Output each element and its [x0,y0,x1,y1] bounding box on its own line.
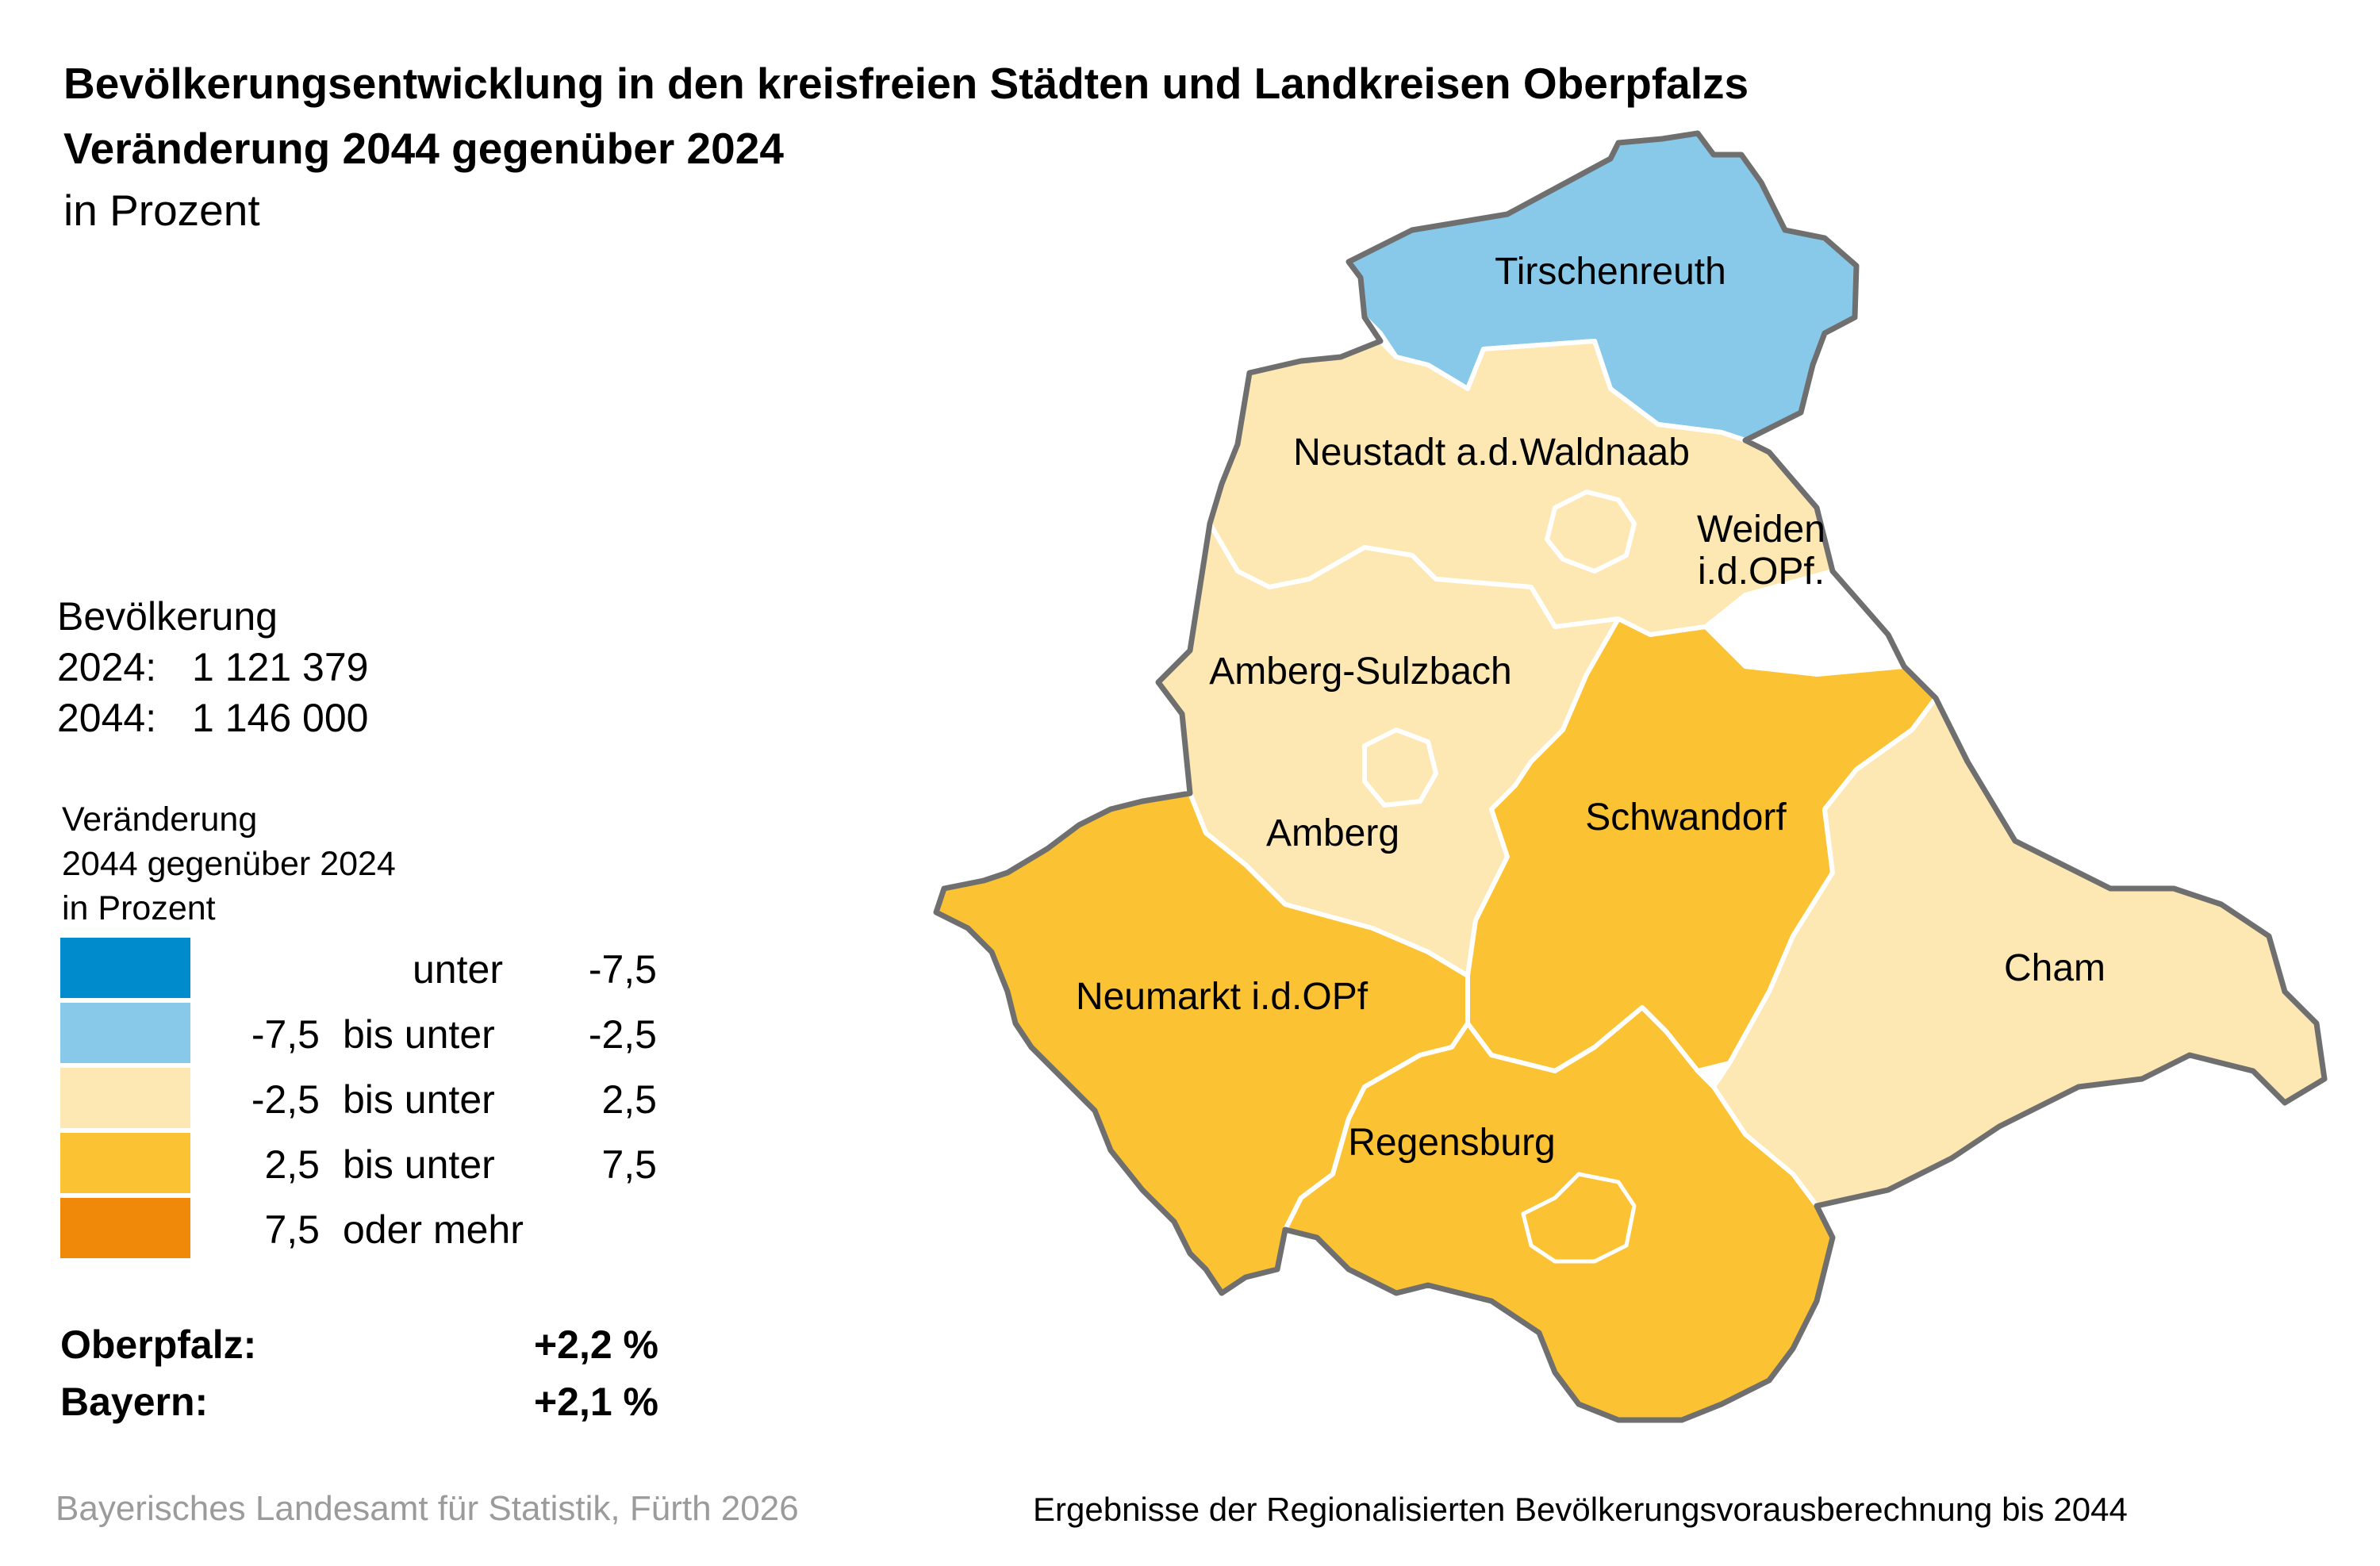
summary-label-oberpfalz: Oberpfalz: [60,1322,257,1367]
population-row-2024: 2024: 1 121 379 [57,647,368,687]
region-weiden[interactable] [1545,489,1637,574]
legend-swatch [60,1198,190,1258]
legend-title-line: in Prozent [62,889,216,927]
population-heading: Bevölkerung [57,594,278,639]
legend-swatch [60,1133,190,1193]
legend-title-line: Veränderung [62,800,258,839]
summary-value-bayern: +2,1 % [533,1380,658,1424]
footnote: Ergebnisse der Regionalisierten Bevölker… [1033,1491,2128,1528]
oberpfalz-outline [933,130,2328,1423]
label-tirschenreuth: Tirschenreuth [1495,251,1726,293]
legend-title-line: 2044 gegenüber 2024 [62,845,396,883]
population-row-2044: 2044: 1 146 000 [57,698,368,738]
population-year: 2044: [57,696,157,740]
legend-connector: bis unter [343,1142,495,1187]
legend-swatch [60,938,190,998]
legend-low: -2,5 [251,1077,320,1122]
region-amberg[interactable] [1362,727,1438,808]
source-credit: Bayerisches Landesamt für Statistik, Für… [56,1489,799,1528]
summary-label-bayern: Bayern: [60,1380,209,1424]
legend-high: 2,5 [601,1077,657,1122]
legend-low: -7,5 [251,1012,320,1057]
label-neustadt: Neustadt a.d.Waldnaab [1293,432,1690,474]
legend-low: 2,5 [264,1142,320,1187]
label-schwandorf: Schwandorf [1585,796,1787,839]
map-title: Bevölkerungsentwicklung in den kreisfrei… [63,59,1749,108]
legend-connector: unter [413,947,503,992]
regensburg-city-outline [1521,1172,1637,1264]
label-amberg-sulzbach: Amberg-Sulzbach [1209,651,1512,693]
population-year: 2024: [57,645,157,689]
legend-high: 7,5 [601,1142,657,1187]
label-amberg: Amberg [1266,812,1399,854]
label-weiden-line2: i.d.OPf. [1698,551,1825,593]
legend-swatch [60,1068,190,1128]
label-cham: Cham [2004,947,2106,989]
legend-connector: bis unter [343,1077,495,1122]
legend-connector: oder mehr [343,1207,524,1252]
map-subtitle: Veränderung 2044 gegenüber 2024 [63,124,784,173]
legend-swatch [60,1003,190,1063]
legend-high: -7,5 [588,947,657,992]
label-weiden-line1: Weiden [1697,509,1825,551]
legend-high: -2,5 [588,1012,657,1057]
summary-value-oberpfalz: +2,2 % [533,1322,658,1367]
label-neumarkt: Neumarkt i.d.OPf [1076,976,1368,1018]
legend-low: 7,5 [264,1207,320,1252]
map-unit: in Prozent [63,186,260,235]
legend-connector: bis unter [343,1012,495,1057]
label-regensburg: Regensburg [1348,1122,1556,1164]
population-value: 1 146 000 [192,696,369,740]
population-value: 1 121 379 [192,645,369,689]
